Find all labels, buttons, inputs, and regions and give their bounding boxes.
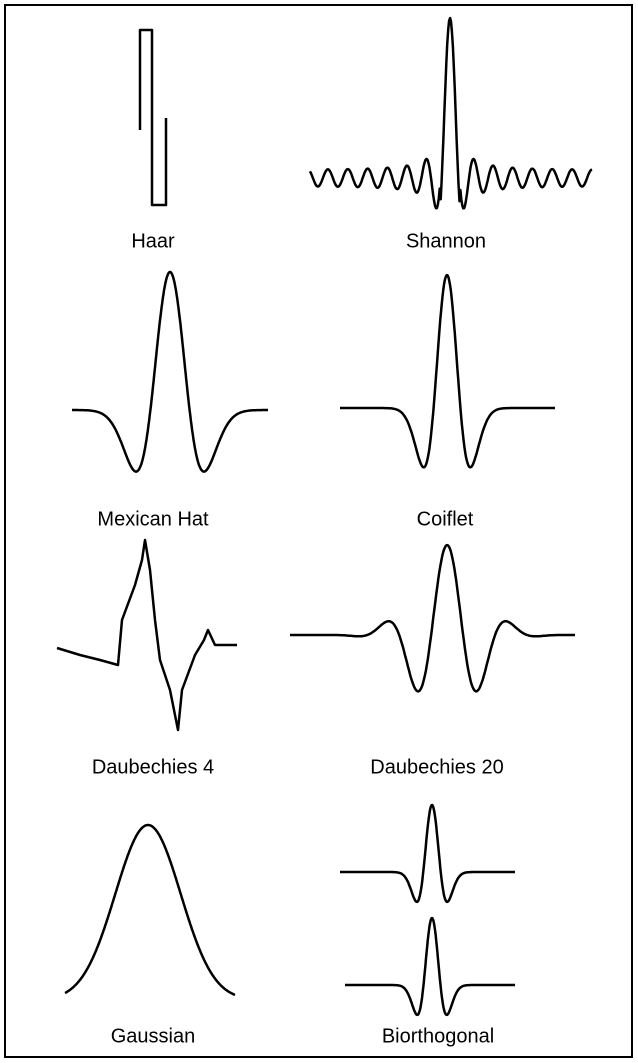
daubechies20-wavelet (289, 543, 576, 693)
label: Daubechies 20 (370, 756, 503, 778)
label: Coiflet (417, 508, 474, 530)
label: Mexican Hat (97, 508, 209, 530)
gaussian-wavelet (64, 823, 236, 997)
label: Gaussian (111, 1025, 196, 1047)
daubechies4-wavelet (56, 538, 237, 732)
wavelet-curves (64, 16, 593, 1017)
biorthogonal-bottom-wavelet (344, 916, 516, 1017)
shannon-wavelet (308, 16, 593, 210)
label: Daubechies 4 (92, 756, 214, 778)
frame (4, 4, 633, 1058)
biorthogonal-top-wavelet (339, 803, 516, 904)
label: Biorthogonal (382, 1025, 494, 1047)
coiflet-wavelet (339, 273, 556, 469)
haar-wavelet (138, 28, 168, 207)
mexican-hat-wavelet (71, 270, 269, 473)
label: Haar (131, 230, 175, 252)
label: Shannon (406, 230, 486, 252)
